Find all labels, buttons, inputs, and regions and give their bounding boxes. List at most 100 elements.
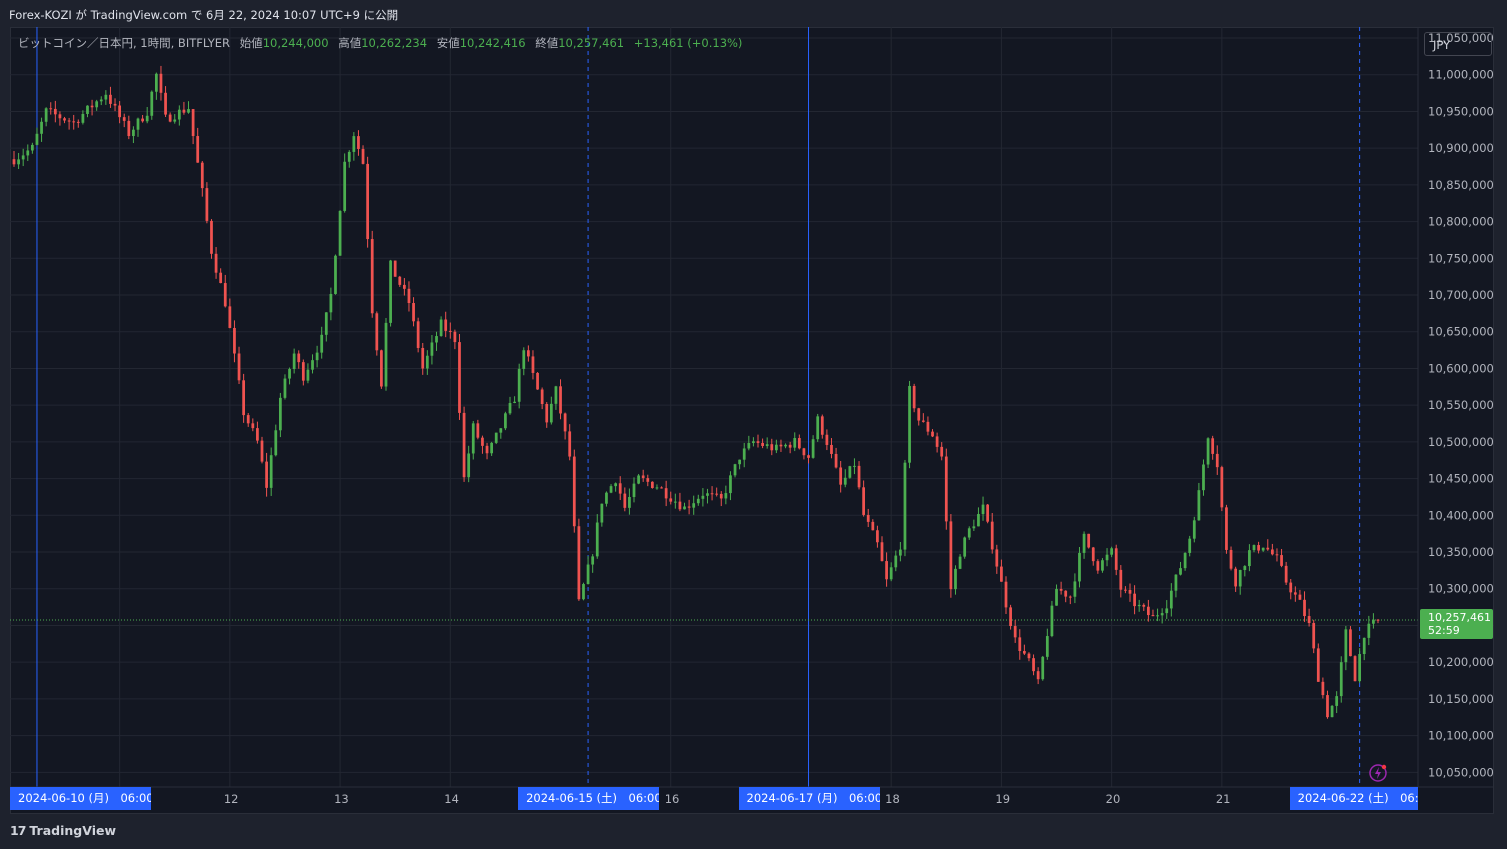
candle — [990, 512, 994, 554]
candle-body — [1183, 552, 1187, 569]
candle — [366, 156, 370, 248]
candle — [1252, 544, 1256, 553]
currency-button[interactable]: JPY — [1424, 32, 1492, 56]
candle — [1229, 546, 1233, 571]
price-tick-label: 10,750,000 — [1428, 251, 1494, 265]
candle — [177, 105, 181, 126]
grid-lines — [10, 27, 1418, 787]
candle — [251, 418, 255, 432]
candle — [623, 487, 627, 512]
candle — [687, 499, 691, 515]
candle — [63, 116, 66, 124]
candle — [1307, 608, 1311, 627]
candle-body — [329, 293, 333, 313]
candle — [141, 114, 144, 123]
candle — [30, 142, 34, 154]
last-price-value: 10,257,461 — [1428, 611, 1491, 624]
candle — [159, 65, 163, 101]
candle — [1064, 590, 1068, 603]
candle — [526, 345, 530, 362]
candle — [228, 298, 232, 329]
candle — [132, 126, 135, 144]
candle — [462, 406, 466, 482]
candle-body — [1220, 467, 1224, 508]
candle-body — [843, 477, 847, 485]
lightning-alert-icon[interactable] — [1368, 763, 1388, 783]
candle — [1110, 546, 1114, 558]
candle-body — [499, 428, 503, 433]
candle — [122, 113, 126, 128]
candle — [1289, 579, 1293, 600]
candle — [1215, 445, 1219, 475]
candle-body — [1082, 533, 1086, 553]
candle — [1261, 547, 1265, 552]
candle — [1000, 559, 1003, 582]
candle-body — [995, 549, 999, 567]
candle — [880, 536, 884, 562]
candle — [191, 109, 195, 145]
candle — [673, 493, 677, 509]
legend-close-value: 10,257,461 — [558, 36, 625, 50]
candle-body — [1105, 554, 1109, 561]
candle — [784, 443, 787, 449]
candle-body — [977, 514, 980, 527]
candle-body — [618, 483, 622, 494]
candle-body — [265, 461, 268, 488]
candle — [545, 402, 549, 428]
candle — [1293, 586, 1297, 602]
candle-body — [1101, 560, 1104, 571]
candle — [1018, 629, 1022, 660]
candle — [554, 385, 558, 410]
candlestick-chart[interactable]: 10,050,000 10,100,000 10,150,000 10,200,000… — [10, 27, 1494, 814]
candle-body — [504, 413, 507, 429]
candle-body — [568, 431, 572, 457]
legend-change: +13,461 (+0.13%) — [633, 36, 743, 50]
candle — [1101, 558, 1104, 573]
chart-pane[interactable] — [10, 27, 1494, 814]
candle — [196, 127, 200, 163]
candle — [747, 435, 751, 451]
candle-body — [963, 537, 967, 557]
tradingview-logo[interactable]: 17 TradingView — [10, 823, 116, 838]
candle — [715, 487, 719, 497]
candle — [1091, 546, 1095, 566]
candle — [150, 90, 154, 120]
candle-body — [1188, 538, 1192, 553]
candle-body — [807, 455, 810, 458]
candle — [600, 503, 604, 527]
candle-body — [756, 441, 760, 443]
candle — [839, 460, 843, 493]
candle — [357, 130, 360, 156]
candle-body — [49, 108, 53, 110]
candle-body — [219, 272, 223, 284]
candle — [485, 442, 489, 460]
candle — [439, 316, 443, 337]
candle — [118, 101, 122, 124]
candle — [1156, 608, 1159, 622]
candle-body — [761, 442, 764, 447]
price-tick-label: 10,650,000 — [1428, 325, 1494, 339]
candle-body — [1215, 453, 1219, 468]
candle-body — [545, 403, 549, 423]
candle — [76, 119, 80, 128]
candle — [609, 484, 613, 494]
candle — [1238, 569, 1242, 595]
candle-body — [572, 456, 576, 527]
candle — [384, 317, 388, 391]
candle — [696, 494, 700, 506]
candle — [448, 322, 452, 339]
candle-body — [628, 497, 631, 508]
candle — [200, 161, 204, 197]
candle-body — [251, 423, 255, 429]
candle — [903, 459, 907, 557]
candle — [274, 424, 278, 457]
candle-body — [1160, 613, 1164, 616]
price-axis[interactable]: 10,050,000 10,100,000 10,150,000 10,200,000… — [1428, 31, 1494, 779]
candle-body — [1174, 574, 1178, 591]
candle — [641, 469, 645, 482]
candle-body — [17, 159, 20, 165]
candle-body — [885, 561, 888, 580]
candle-body — [981, 504, 985, 515]
candle — [830, 438, 833, 459]
candle-body — [1133, 593, 1136, 607]
